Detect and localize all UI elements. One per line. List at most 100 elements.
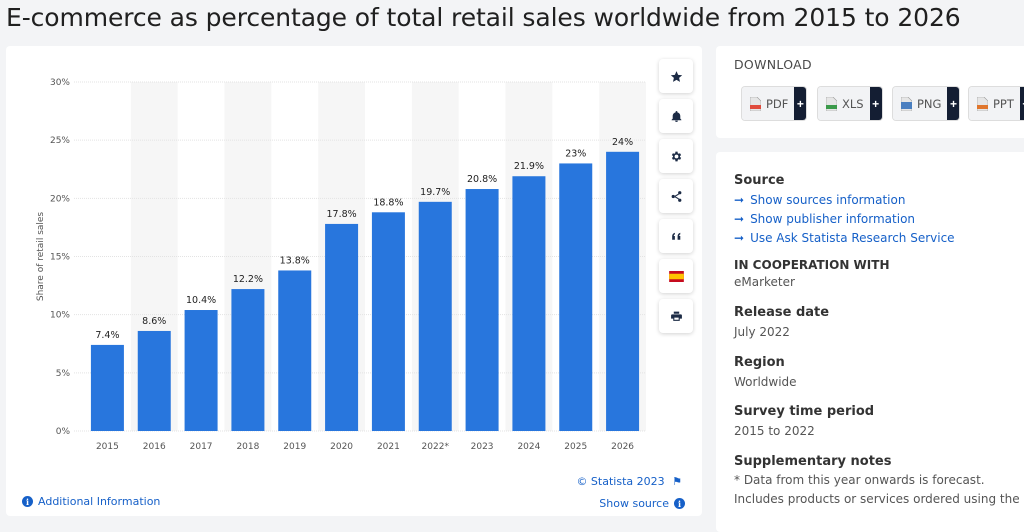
png-file-icon [900, 96, 913, 111]
y-tick-label: 25% [50, 136, 70, 146]
x-tick-label: 2020 [330, 442, 353, 452]
download-pdf-button[interactable]: PDF + [742, 87, 807, 120]
x-tick-label: 2015 [96, 442, 119, 452]
bar [325, 223, 359, 431]
supplementary-notes-heading: Supplementary notes [734, 454, 892, 469]
value-label: 24% [612, 137, 633, 148]
y-tick-label: 15% [50, 253, 70, 263]
value-label: 18.8% [373, 197, 403, 208]
arrow-right-icon: ➞ [734, 212, 745, 226]
statistic-details-panel: Source ➞ Show sources information ➞ Show… [716, 152, 1024, 532]
show-source-label: Show source [599, 497, 669, 510]
bell-icon [671, 110, 681, 122]
x-tick-label: 2024 [517, 442, 540, 452]
info-icon: i [674, 498, 685, 509]
favorite-button[interactable] [659, 59, 693, 93]
share-button[interactable] [659, 179, 693, 213]
value-label: 13.8% [280, 255, 310, 266]
x-tick-label: 2021 [377, 442, 400, 452]
y-tick-label: 30% [50, 78, 70, 88]
chart-card: 0% 5% 10% 15% 20% 25% 30% Share of retail sales… [6, 46, 702, 516]
value-label: 8.6% [142, 316, 166, 327]
xls-label: XLS [842, 96, 864, 111]
value-label: 23% [565, 148, 586, 159]
plus-icon: + [794, 87, 807, 120]
value-label: 19.7% [420, 187, 450, 198]
survey-period-value: 2015 to 2022 [734, 424, 815, 438]
release-date-value: July 2022 [734, 325, 790, 339]
ppt-file-icon [976, 96, 989, 111]
download-xls-button[interactable]: XLS + [818, 87, 882, 120]
x-tick-label: 2025 [564, 442, 587, 452]
y-tick-label: 20% [50, 194, 70, 204]
plus-icon: + [869, 87, 882, 120]
bar [231, 289, 265, 431]
bar [278, 270, 312, 431]
star-icon [670, 70, 682, 82]
additional-information-label: Additional Information [38, 495, 161, 508]
arrow-right-icon: ➞ [734, 193, 745, 207]
y-axis-title: Share of retail sales [36, 212, 46, 302]
arrow-right-icon: ➞ [734, 231, 745, 245]
bar [465, 189, 499, 431]
supplementary-notes-line-2: Includes products or services ordered us… [734, 492, 1020, 506]
bar [137, 330, 171, 431]
gear-icon [671, 151, 681, 161]
x-tick-label: 2018 [236, 442, 259, 452]
x-tick-label: 2023 [471, 442, 494, 452]
y-tick-label: 0% [56, 427, 71, 437]
value-label: 17.8% [326, 209, 356, 220]
bar [371, 212, 405, 431]
share-icon [671, 190, 681, 202]
x-tick-label: 2026 [611, 442, 634, 452]
pdf-label: PDF [766, 96, 789, 111]
bar [512, 176, 546, 431]
bar [184, 310, 218, 431]
show-sources-label: Show sources information [750, 193, 906, 207]
y-tick-label: 5% [56, 369, 71, 379]
value-label: 7.4% [95, 330, 119, 341]
flag-icon: ⚑ [672, 475, 682, 488]
print-button[interactable] [659, 299, 693, 333]
download-ppt-button[interactable]: PPT + [969, 87, 1024, 120]
png-label: PNG [917, 96, 942, 111]
info-icon: i [22, 496, 33, 507]
statista-credit[interactable]: © Statista 2023 ⚑ [576, 475, 682, 488]
supplementary-notes-line-1: * Data from this year onwards is forecas… [734, 473, 985, 487]
x-tick-label: 2017 [190, 442, 213, 452]
download-title: DOWNLOAD [734, 57, 812, 72]
bar [418, 201, 452, 431]
ppt-label: PPT [993, 96, 1014, 111]
show-source-link[interactable]: Show source i [599, 497, 685, 510]
pdf-icon-band [750, 104, 761, 109]
value-label: 20.8% [467, 174, 497, 185]
cite-button[interactable] [659, 219, 693, 253]
research-service-link[interactable]: ➞ Use Ask Statista Research Service [734, 231, 955, 245]
bar-chart: 0% 5% 10% 15% 20% 25% 30% Share of retail sales… [36, 78, 646, 452]
bar [90, 344, 124, 431]
notification-button[interactable] [659, 99, 693, 133]
show-sources-link[interactable]: ➞ Show sources information [734, 193, 905, 207]
region-value: Worldwide [734, 375, 797, 389]
value-label: 10.4% [186, 295, 216, 306]
page-title: E-commerce as percentage of total retail… [6, 3, 961, 32]
y-tick-label: 10% [50, 311, 70, 321]
settings-button[interactable] [659, 139, 693, 173]
additional-information-link[interactable]: i Additional Information [22, 495, 160, 508]
xls-file-icon [825, 96, 838, 111]
region-heading: Region [734, 355, 785, 370]
pdf-file-icon [749, 96, 762, 111]
x-tick-label: 2019 [283, 442, 306, 452]
plus-icon: + [1019, 87, 1024, 120]
credit-text: © Statista 2023 [576, 475, 665, 488]
plus-icon: + [947, 87, 960, 120]
value-label: 12.2% [233, 274, 263, 285]
language-button[interactable] [659, 259, 693, 293]
survey-period-heading: Survey time period [734, 404, 875, 419]
show-publisher-link[interactable]: ➞ Show publisher information [734, 212, 915, 226]
spain-flag-icon [668, 270, 684, 282]
show-publisher-label: Show publisher information [750, 212, 916, 226]
download-panel: DOWNLOAD PDF + XLS + PNG + [716, 46, 1024, 138]
download-png-button[interactable]: PNG + [893, 87, 960, 120]
bar [606, 151, 640, 432]
